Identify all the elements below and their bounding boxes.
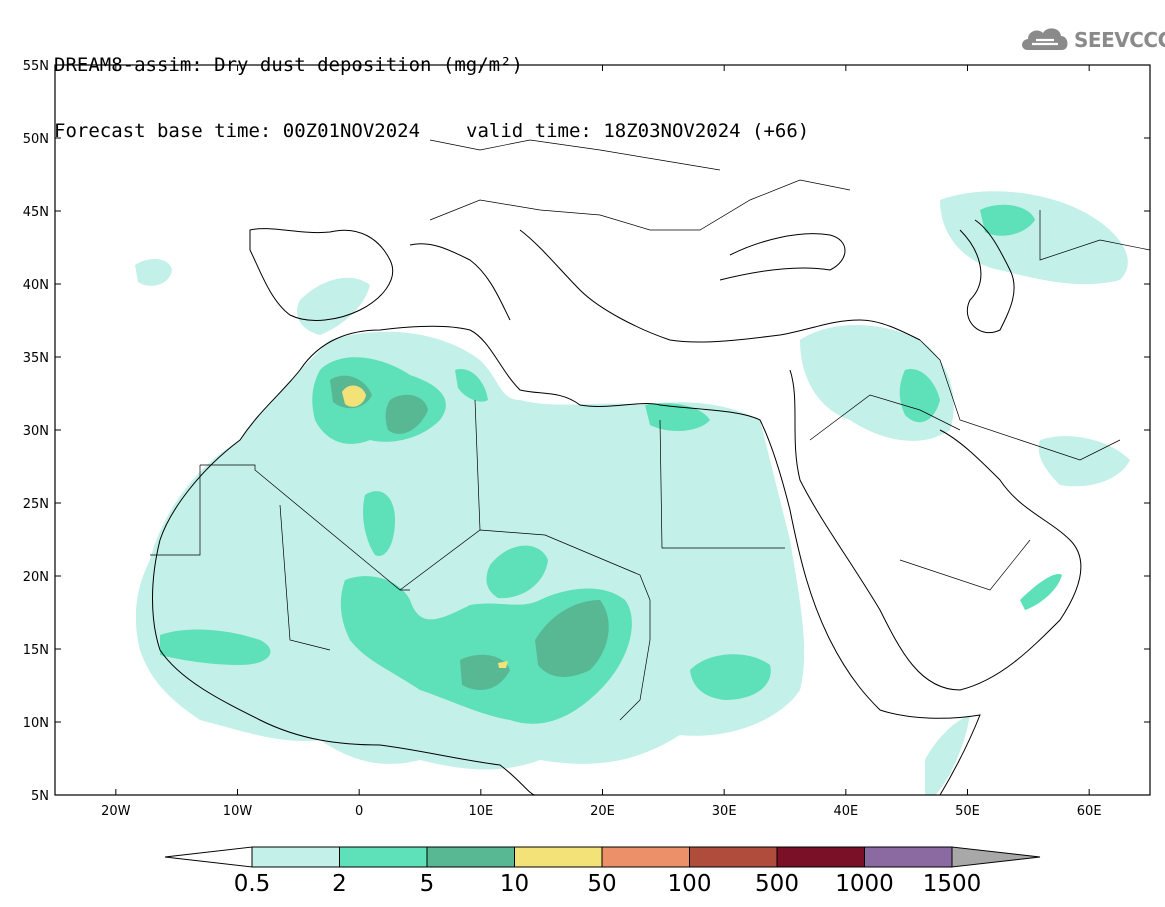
field-10-niger [498,661,508,668]
field-2-west-sahel [160,629,271,665]
border-chad-sudan [619,639,651,721]
lat-tick-label: 5N [31,789,49,804]
lon-tick-label: 20E [590,804,615,819]
border-europe [429,179,851,231]
colorbar-segment [514,846,603,868]
lon-tick-label: 0 [355,804,363,819]
field-0-5-iberia [296,277,370,335]
base-time: Forecast base time: 00Z01NOV2024 [54,120,421,142]
colorbar-label: 1000 [835,871,894,897]
coastline-black-sea [719,233,846,281]
colorbar-segment [339,846,428,868]
border-mauritania [150,465,201,556]
border-central-asia [1039,210,1150,261]
colorbar-under-triangle [164,846,253,868]
colorbar-label: 500 [755,871,799,897]
lon-tick-label: 50E [955,804,980,819]
field-2-sahel-central [340,576,632,724]
colorbar-segment [601,846,690,868]
border-arabia [809,394,961,441]
lon-tick-label: 30E [712,804,737,819]
field-0-5-north-africa [135,331,805,770]
field-0-5-caspian [940,191,1128,285]
field-5-niger [460,654,510,690]
border-egypt-sudan [659,419,785,549]
colorbar-label: 50 [587,871,616,897]
deposition-fields [135,191,1130,795]
coastline-caspian [959,219,1015,334]
lat-tick-label: 45N [23,205,49,220]
colorbar-label: 0.5 [234,871,271,897]
field-5-algeria-east [385,394,428,434]
title-line-2: Forecast base time: 00Z01NOV2024 valid ti… [54,120,809,142]
lon-tick-label: 10W [223,804,253,819]
field-5-chad [535,600,609,677]
field-0-5-horn-africa [925,715,970,795]
colorbar-segment [426,846,515,868]
field-10-algeria [342,385,366,407]
colorbar-label: 1500 [923,871,982,897]
field-0-5-atlantic-blob [135,258,172,286]
coastline-west-africa-north [159,325,881,711]
border-arabia-2 [899,539,1031,591]
colorbar-segment [864,846,953,868]
lat-tick-label: 50N [23,132,49,147]
field-2-chad [486,545,548,599]
lon-tick-label: 40E [833,804,858,819]
border-sahara-2 [279,504,331,651]
field-2-sudan [690,654,771,700]
field-2-iraq [899,369,940,423]
colorbar: 0.5 2 5 10 50 100 500 1000 1500 [164,846,1041,897]
map-content [135,139,1150,795]
country-borders [150,139,1150,721]
seevccc-logo: SEEVCCC [1018,22,1165,62]
lon-tick-label: 10E [468,804,493,819]
longitude-axis: 20W 10W 0 10E 20E 30E 40E 50E 60E [101,65,1102,819]
border-europe-2 [429,139,721,171]
lat-tick-label: 15N [23,643,49,658]
colorbar-label: 2 [332,871,347,897]
colorbar-label: 5 [420,871,435,897]
border-iran [919,339,1121,461]
coastline-arabia [789,369,1082,691]
field-0-5-gulf [1038,436,1130,487]
colorbar-segment [251,846,340,868]
lat-tick-label: 30N [23,424,49,439]
coastline-europe [249,228,921,343]
latitude-axis: 55N 50N 45N 40N 35N 30N 25N 20N 15N 10N 5N [23,59,1150,804]
field-2-caspian-coast [980,204,1035,236]
lat-tick-label: 35N [23,351,49,366]
border-libya-egypt [474,399,481,531]
colorbar-segment [689,846,778,868]
border-sahara-1 [200,464,410,591]
lon-tick-label: 60E [1077,804,1102,819]
colorbar-label: 100 [668,871,712,897]
coastlines [152,219,1082,795]
colorbar-segment [776,846,865,868]
field-2-libya-coast [455,369,488,402]
lat-tick-label: 25N [23,497,49,512]
lat-tick-label: 20N [23,570,49,585]
field-2-oman [1020,574,1062,610]
coastline-west-africa-gulf [152,539,536,795]
field-2-egypt [645,403,710,432]
cloud-icon [1022,28,1068,50]
lat-tick-label: 55N [23,59,49,74]
lat-tick-label: 10N [23,716,49,731]
border-sahara-3 [399,529,651,640]
colorbar-label: 10 [500,871,529,897]
lon-tick-label: 20W [101,804,131,819]
valid-time: valid time: 18Z03NOV2024 (+66) [466,120,810,142]
logo-text: SEEVCCC [1074,28,1165,52]
coastline-horn [879,709,981,795]
field-2-mali [363,491,395,556]
lat-tick-label: 40N [23,278,49,293]
colorbar-over-triangle [951,846,1041,868]
